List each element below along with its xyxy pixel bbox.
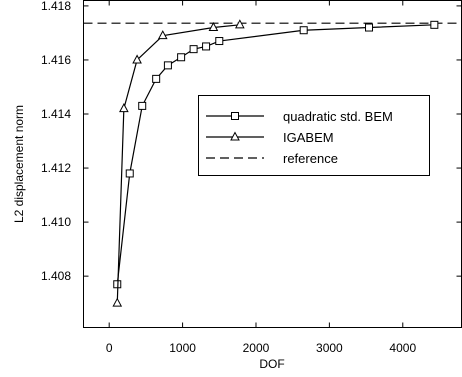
data-point: [163, 61, 172, 70]
data-point: [215, 37, 224, 46]
legend-entry: IGABEM: [206, 130, 334, 145]
series-line: [116, 24, 240, 304]
legend-entry: reference: [206, 151, 338, 166]
legend-label: reference: [283, 151, 338, 166]
y-tick-label: 1.412: [41, 161, 71, 175]
legend-marker: [231, 112, 239, 120]
legend-entry: quadratic std. BEM: [206, 109, 393, 124]
data-point: [152, 74, 161, 83]
data-point: [202, 42, 211, 51]
legend-entries: quadratic std. BEM IGABEM reference: [206, 109, 393, 166]
series-quadratic-std-bem: [113, 20, 439, 289]
data-point: [112, 297, 123, 307]
x-tick-label: 1000: [169, 341, 196, 355]
data-point: [138, 101, 147, 110]
series-layer: [112, 19, 439, 307]
data-point: [157, 30, 168, 40]
data-point: [235, 19, 245, 29]
legend: quadratic std. BEM IGABEM reference: [198, 95, 430, 176]
y-ticks: 1.408 1.410 1.412 1.414 1.416 1.418: [41, 0, 462, 283]
legend-marker: [230, 131, 240, 141]
y-tick-label: 1.408: [41, 269, 71, 283]
data-point: [299, 26, 308, 35]
data-point: [177, 53, 186, 62]
x-tick-label: 4000: [389, 341, 416, 355]
data-point: [119, 103, 129, 113]
x-tick-label: 0: [106, 341, 113, 355]
data-point: [125, 169, 134, 178]
data-point: [365, 23, 374, 32]
x-axis-label: DOF: [259, 357, 284, 371]
y-tick-label: 1.410: [41, 215, 71, 229]
y-axis-label: L2 displacement norm: [12, 105, 26, 223]
legend-label: quadratic std. BEM: [283, 109, 393, 124]
series-line: [116, 24, 435, 285]
y-tick-label: 1.418: [41, 0, 71, 13]
y-tick-label: 1.416: [41, 53, 71, 67]
data-point: [208, 21, 219, 32]
data-point: [132, 54, 142, 64]
legend-label: IGABEM: [283, 130, 334, 145]
series-igabem: [112, 19, 245, 307]
x-tick-label: 2000: [243, 341, 270, 355]
x-tick-label: 3000: [316, 341, 343, 355]
data-point: [189, 45, 198, 54]
data-point: [430, 20, 439, 29]
y-tick-label: 1.414: [41, 107, 71, 121]
x-ticks: 0 1000 2000 3000 4000: [106, 0, 416, 355]
